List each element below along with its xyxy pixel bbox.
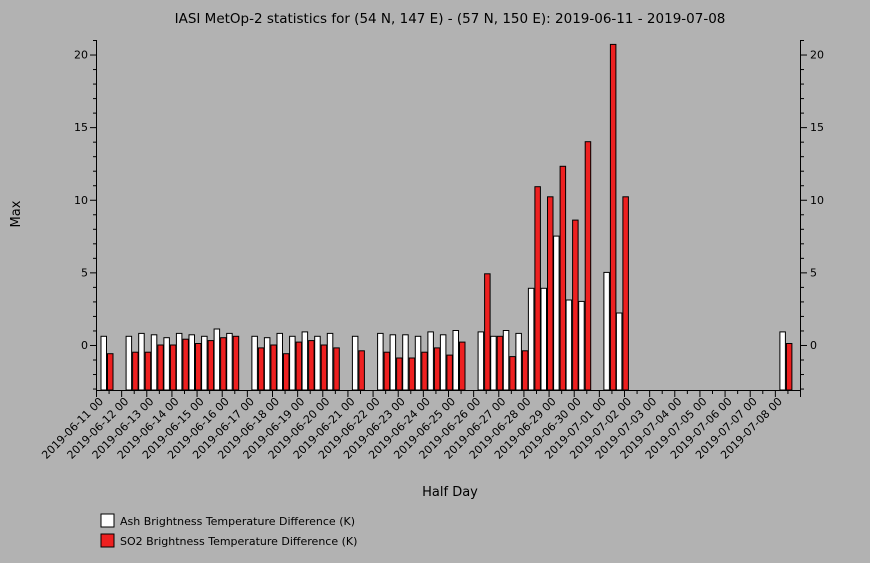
bar-so2-2019-06-26-00 <box>484 273 491 391</box>
bar-so2-2019-06-22-00 <box>383 351 391 391</box>
bar-so2-2019-06-26-12 <box>496 335 504 391</box>
x-axis-label: Half Day <box>422 485 478 500</box>
bar-ash-2019-06-12-12 <box>138 332 145 391</box>
bar-so2-2019-06-11-00 <box>107 353 114 391</box>
bar-ash-2019-06-17-12 <box>263 337 271 391</box>
bar-ash-2019-06-21-00 <box>351 335 359 391</box>
bar-so2-2019-06-24-12 <box>446 354 453 391</box>
bar-ash-2019-06-24-00 <box>427 331 434 391</box>
y-tick-label-left: 20 <box>74 49 88 62</box>
bar-so2-2019-06-12-00 <box>132 351 139 391</box>
chart-title: IASI MetOp-2 statistics for (54 N, 147 E… <box>175 11 726 27</box>
bar-ash-2019-07-01-00 <box>603 271 610 391</box>
y-tick-label-left: 0 <box>81 339 88 352</box>
y-tick-label-left: 5 <box>81 266 88 279</box>
bar-so2-2019-06-14-12 <box>195 343 202 391</box>
y-tick-label-right: 10 <box>810 194 824 207</box>
bar-ash-2019-06-15-12 <box>213 328 221 391</box>
bar-so2-2019-06-24-00 <box>433 347 441 391</box>
bar-so2-2019-07-08-00 <box>785 343 793 391</box>
bar-ash-2019-07-01-12 <box>615 312 623 391</box>
bar-ash-2019-06-19-12 <box>314 335 321 391</box>
bar-ash-2019-06-26-12 <box>490 335 497 391</box>
bar-ash-2019-06-17-00 <box>251 335 258 391</box>
y-tick-label-right: 15 <box>810 121 824 134</box>
bar-so2-2019-07-01-12 <box>622 196 629 391</box>
bar-ash-2019-06-23-12 <box>414 335 422 391</box>
bar-ash-2019-06-20-00 <box>326 332 334 391</box>
bar-so2-2019-06-30-00 <box>584 141 592 391</box>
bar-ash-2019-06-24-12 <box>439 334 447 391</box>
legend-swatch-so2 <box>100 533 115 548</box>
bar-ash-2019-06-13-00 <box>150 334 158 391</box>
y-axis-label: Max <box>9 200 24 227</box>
axes: 0 0 5 5 10 10 15 15 20 20 <box>74 40 824 397</box>
bar-so2-2019-06-27-00 <box>509 356 516 391</box>
bar-so2-2019-06-28-00 <box>534 186 541 391</box>
bar-ash-2019-06-25-00 <box>452 330 459 391</box>
bar-so2-2019-06-12-12 <box>144 351 152 391</box>
bar-so2-2019-06-20-00 <box>333 347 340 391</box>
bar-so2-2019-06-14-00 <box>182 338 189 391</box>
bar-ash-2019-06-29-00 <box>553 235 560 391</box>
bar-ash-2019-06-28-00 <box>527 287 535 391</box>
bar-so2-2019-06-29-00 <box>559 165 567 391</box>
bar-so2-2019-06-28-12 <box>547 196 554 391</box>
bar-so2-2019-06-21-00 <box>358 350 365 391</box>
bar-ash-2019-06-26-00 <box>477 331 485 391</box>
y-tick-label-left: 10 <box>74 194 88 207</box>
bar-ash-2019-06-29-12 <box>565 299 573 391</box>
bar-ash-2019-06-22-00 <box>377 332 384 391</box>
legend-swatch-ash <box>100 513 115 528</box>
bar-ash-2019-06-14-00 <box>175 332 183 391</box>
bar-so2-2019-06-23-00 <box>408 357 416 391</box>
bar-so2-2019-06-27-12 <box>521 350 529 391</box>
bar-so2-2019-06-22-12 <box>396 357 403 391</box>
bar-so2-2019-06-18-12 <box>295 341 303 391</box>
bar-ash-2019-06-27-12 <box>515 332 522 391</box>
bar-ash-2019-06-27-00 <box>502 330 510 391</box>
y-tick-label-right: 20 <box>810 49 824 62</box>
bar-so2-2019-06-15-00 <box>207 340 215 391</box>
y-tick-label-left: 15 <box>74 121 88 134</box>
bar-so2-2019-06-18-00 <box>283 353 290 391</box>
bar-so2-2019-06-25-00 <box>459 341 466 391</box>
bar-so2-2019-06-19-12 <box>320 344 328 391</box>
y-tick-label-right: 0 <box>810 339 817 352</box>
legend-label-ash: Ash Brightness Temperature Difference (K… <box>120 515 355 528</box>
bar-ash-2019-06-23-00 <box>402 334 409 391</box>
bar-ash-2019-06-18-00 <box>276 332 283 391</box>
bar-ash-2019-06-16-00 <box>226 332 233 391</box>
bar-ash-2019-06-14-12 <box>188 334 195 391</box>
bar-ash-2019-06-28-12 <box>540 287 547 391</box>
bar-ash-2019-06-30-00 <box>578 300 585 391</box>
bar-so2-2019-06-15-12 <box>220 337 227 391</box>
bar-so2-2019-06-17-00 <box>257 347 265 391</box>
y-tick-label-right: 5 <box>810 266 817 279</box>
bar-ash-2019-07-08-00 <box>779 331 786 391</box>
bar-ash-2019-06-19-00 <box>301 331 309 391</box>
bar-ash-2019-06-11-00 <box>100 335 107 391</box>
legend-label-so2: SO2 Brightness Temperature Difference (K… <box>120 535 357 548</box>
bar-so2-2019-06-29-12 <box>572 219 579 391</box>
bar-ash-2019-06-22-12 <box>389 334 397 391</box>
bar-ash-2019-06-15-00 <box>201 335 208 391</box>
bar-so2-2019-06-19-00 <box>308 340 315 391</box>
bar-so2-2019-06-13-12 <box>169 344 177 391</box>
bar-so2-2019-06-16-00 <box>232 335 240 391</box>
bar-ash-2019-06-18-12 <box>289 335 296 391</box>
bar-ash-2019-06-12-00 <box>125 335 133 391</box>
legend: Ash Brightness Temperature Difference (K… <box>100 513 357 548</box>
bar-so2-2019-06-23-12 <box>421 351 428 391</box>
bar-so2-2019-07-01-00 <box>609 43 617 391</box>
bar-ash-2019-06-13-12 <box>163 337 170 391</box>
bars <box>100 43 793 391</box>
bar-so2-2019-06-13-00 <box>157 344 164 391</box>
bar-so2-2019-06-17-12 <box>270 344 277 391</box>
